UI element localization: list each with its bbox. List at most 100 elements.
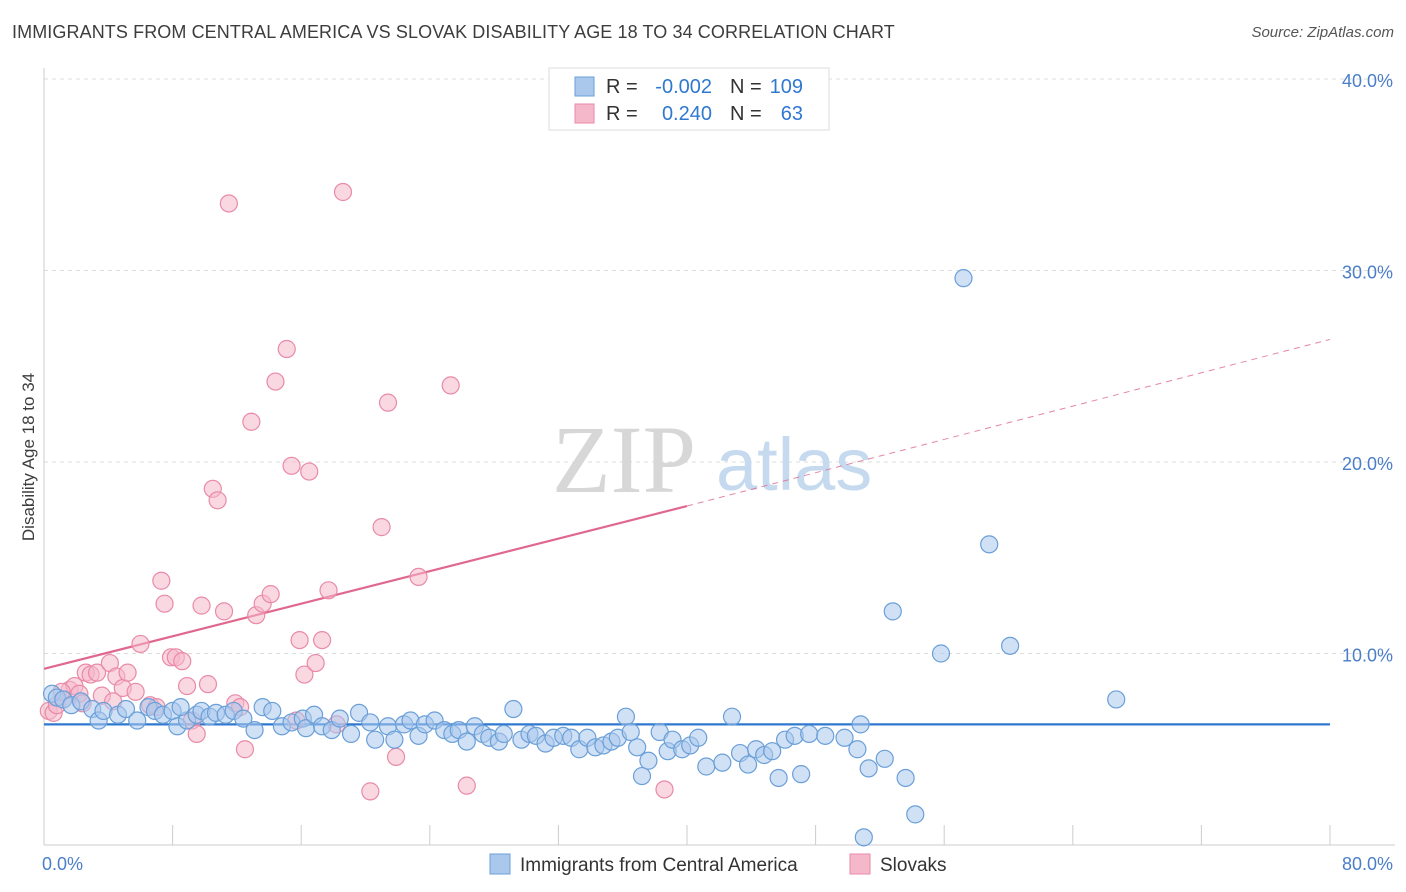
point-slovaks — [300, 462, 319, 481]
point-central-america — [366, 730, 385, 749]
point-central-america — [769, 768, 788, 788]
point-slovaks — [441, 376, 460, 395]
point-central-america — [632, 766, 652, 786]
point-central-america — [835, 728, 854, 747]
y-tick-label-1: 20.0% — [1342, 454, 1393, 474]
stats-legend-r-label-2: R = — [606, 103, 638, 125]
point-central-america — [689, 728, 708, 747]
point-slovaks — [208, 491, 227, 510]
y-axis-label: Disability Age 18 to 34 — [19, 373, 38, 541]
point-central-america — [128, 711, 147, 730]
stats-legend-swatch-blue — [574, 76, 595, 97]
y-tick-label-2: 30.0% — [1342, 263, 1393, 283]
point-central-america — [361, 713, 380, 732]
point-slovaks — [155, 594, 174, 613]
point-slovaks — [87, 663, 107, 682]
point-central-america — [385, 730, 404, 749]
stats-legend-swatch-pink — [574, 103, 595, 124]
point-slovaks — [386, 747, 406, 767]
point-central-america — [616, 707, 636, 726]
point-slovaks — [152, 571, 171, 590]
point-slovaks — [266, 372, 285, 391]
point-slovaks — [177, 676, 197, 696]
y-tick-label-3: 40.0% — [1342, 71, 1393, 91]
x-tick-label-0: 0.0% — [42, 854, 83, 874]
point-slovaks — [290, 630, 309, 650]
point-slovaks — [261, 585, 280, 604]
series-legend-swatch-pink — [849, 853, 871, 875]
point-slovaks — [409, 567, 428, 587]
point-central-america — [341, 724, 361, 744]
point-central-america — [816, 726, 835, 745]
point-slovaks — [277, 339, 296, 359]
point-slovaks — [306, 653, 325, 673]
point-central-america — [875, 749, 894, 768]
point-slovaks — [118, 663, 137, 682]
stats-legend-r-label-1: R = — [606, 76, 638, 98]
stats-legend-n-value-2: 63 — [781, 103, 803, 125]
point-slovaks — [457, 776, 476, 795]
watermark-zip: ZIP — [552, 406, 696, 513]
point-slovaks — [333, 182, 353, 202]
point-slovaks — [655, 780, 674, 799]
point-central-america — [851, 715, 870, 734]
series-legend-label-blue: Immigrants from Central America — [520, 855, 798, 876]
point-central-america — [931, 644, 951, 663]
grid-lines — [44, 78, 1395, 654]
stats-legend-n-value-1: 109 — [770, 76, 803, 98]
series-legend: Immigrants from Central America Slovaks — [489, 853, 947, 876]
point-central-america — [245, 720, 264, 740]
watermark: ZIP atlas — [552, 406, 872, 513]
stats-legend-r-value-2: 0.240 — [662, 103, 712, 125]
stats-legend-r-value-1: -0.002 — [655, 76, 712, 98]
point-central-america — [457, 732, 476, 751]
point-central-america — [738, 755, 758, 774]
point-slovaks — [319, 581, 338, 600]
point-central-america — [1001, 636, 1020, 655]
point-slovaks — [312, 630, 332, 650]
point-central-america — [494, 724, 513, 744]
chart-title: IMMIGRANTS FROM CENTRAL AMERICA VS SLOVA… — [12, 22, 895, 42]
source-credit: Source: ZipAtlas.com — [1251, 24, 1394, 41]
point-central-america — [263, 701, 282, 721]
point-central-america — [854, 828, 873, 847]
trend-line-slovaks-solid — [43, 504, 688, 670]
point-central-america — [639, 751, 658, 770]
series-legend-label-pink: Slovaks — [880, 855, 947, 876]
point-slovaks — [192, 596, 211, 615]
stats-legend-box — [548, 67, 830, 131]
point-central-america — [763, 742, 782, 761]
point-central-america — [980, 535, 999, 554]
point-central-america — [896, 768, 915, 788]
point-central-america — [954, 269, 973, 288]
point-slovaks — [282, 456, 301, 475]
point-central-america — [883, 602, 902, 621]
point-slovaks — [126, 682, 145, 701]
point-central-america — [1107, 690, 1126, 709]
point-central-america — [722, 707, 742, 726]
point-slovaks — [219, 194, 238, 213]
point-slovaks — [173, 652, 192, 671]
point-central-america — [713, 753, 732, 772]
series-legend-swatch-blue — [489, 853, 511, 875]
point-slovaks — [242, 412, 261, 431]
point-central-america — [906, 805, 925, 824]
point-central-america — [848, 740, 867, 759]
point-slovaks — [131, 634, 150, 654]
point-central-america — [234, 709, 253, 728]
x-tick-labels: 0.0% 80.0% — [42, 854, 1393, 874]
point-slovaks — [378, 393, 398, 412]
point-slovaks — [372, 518, 391, 537]
point-slovaks — [235, 740, 255, 759]
y-tick-labels: 10.0% 20.0% 30.0% 40.0% — [1342, 71, 1393, 666]
trend-line-slovaks-dashed — [686, 338, 1331, 507]
trend-lines — [43, 338, 1331, 726]
y-tick-label-0: 10.0% — [1342, 646, 1393, 666]
point-central-america — [330, 709, 349, 728]
x-tick-label-1: 80.0% — [1342, 854, 1393, 874]
point-slovaks — [295, 665, 314, 684]
point-slovaks — [187, 724, 206, 744]
point-central-america — [792, 765, 811, 784]
point-central-america — [628, 738, 647, 757]
